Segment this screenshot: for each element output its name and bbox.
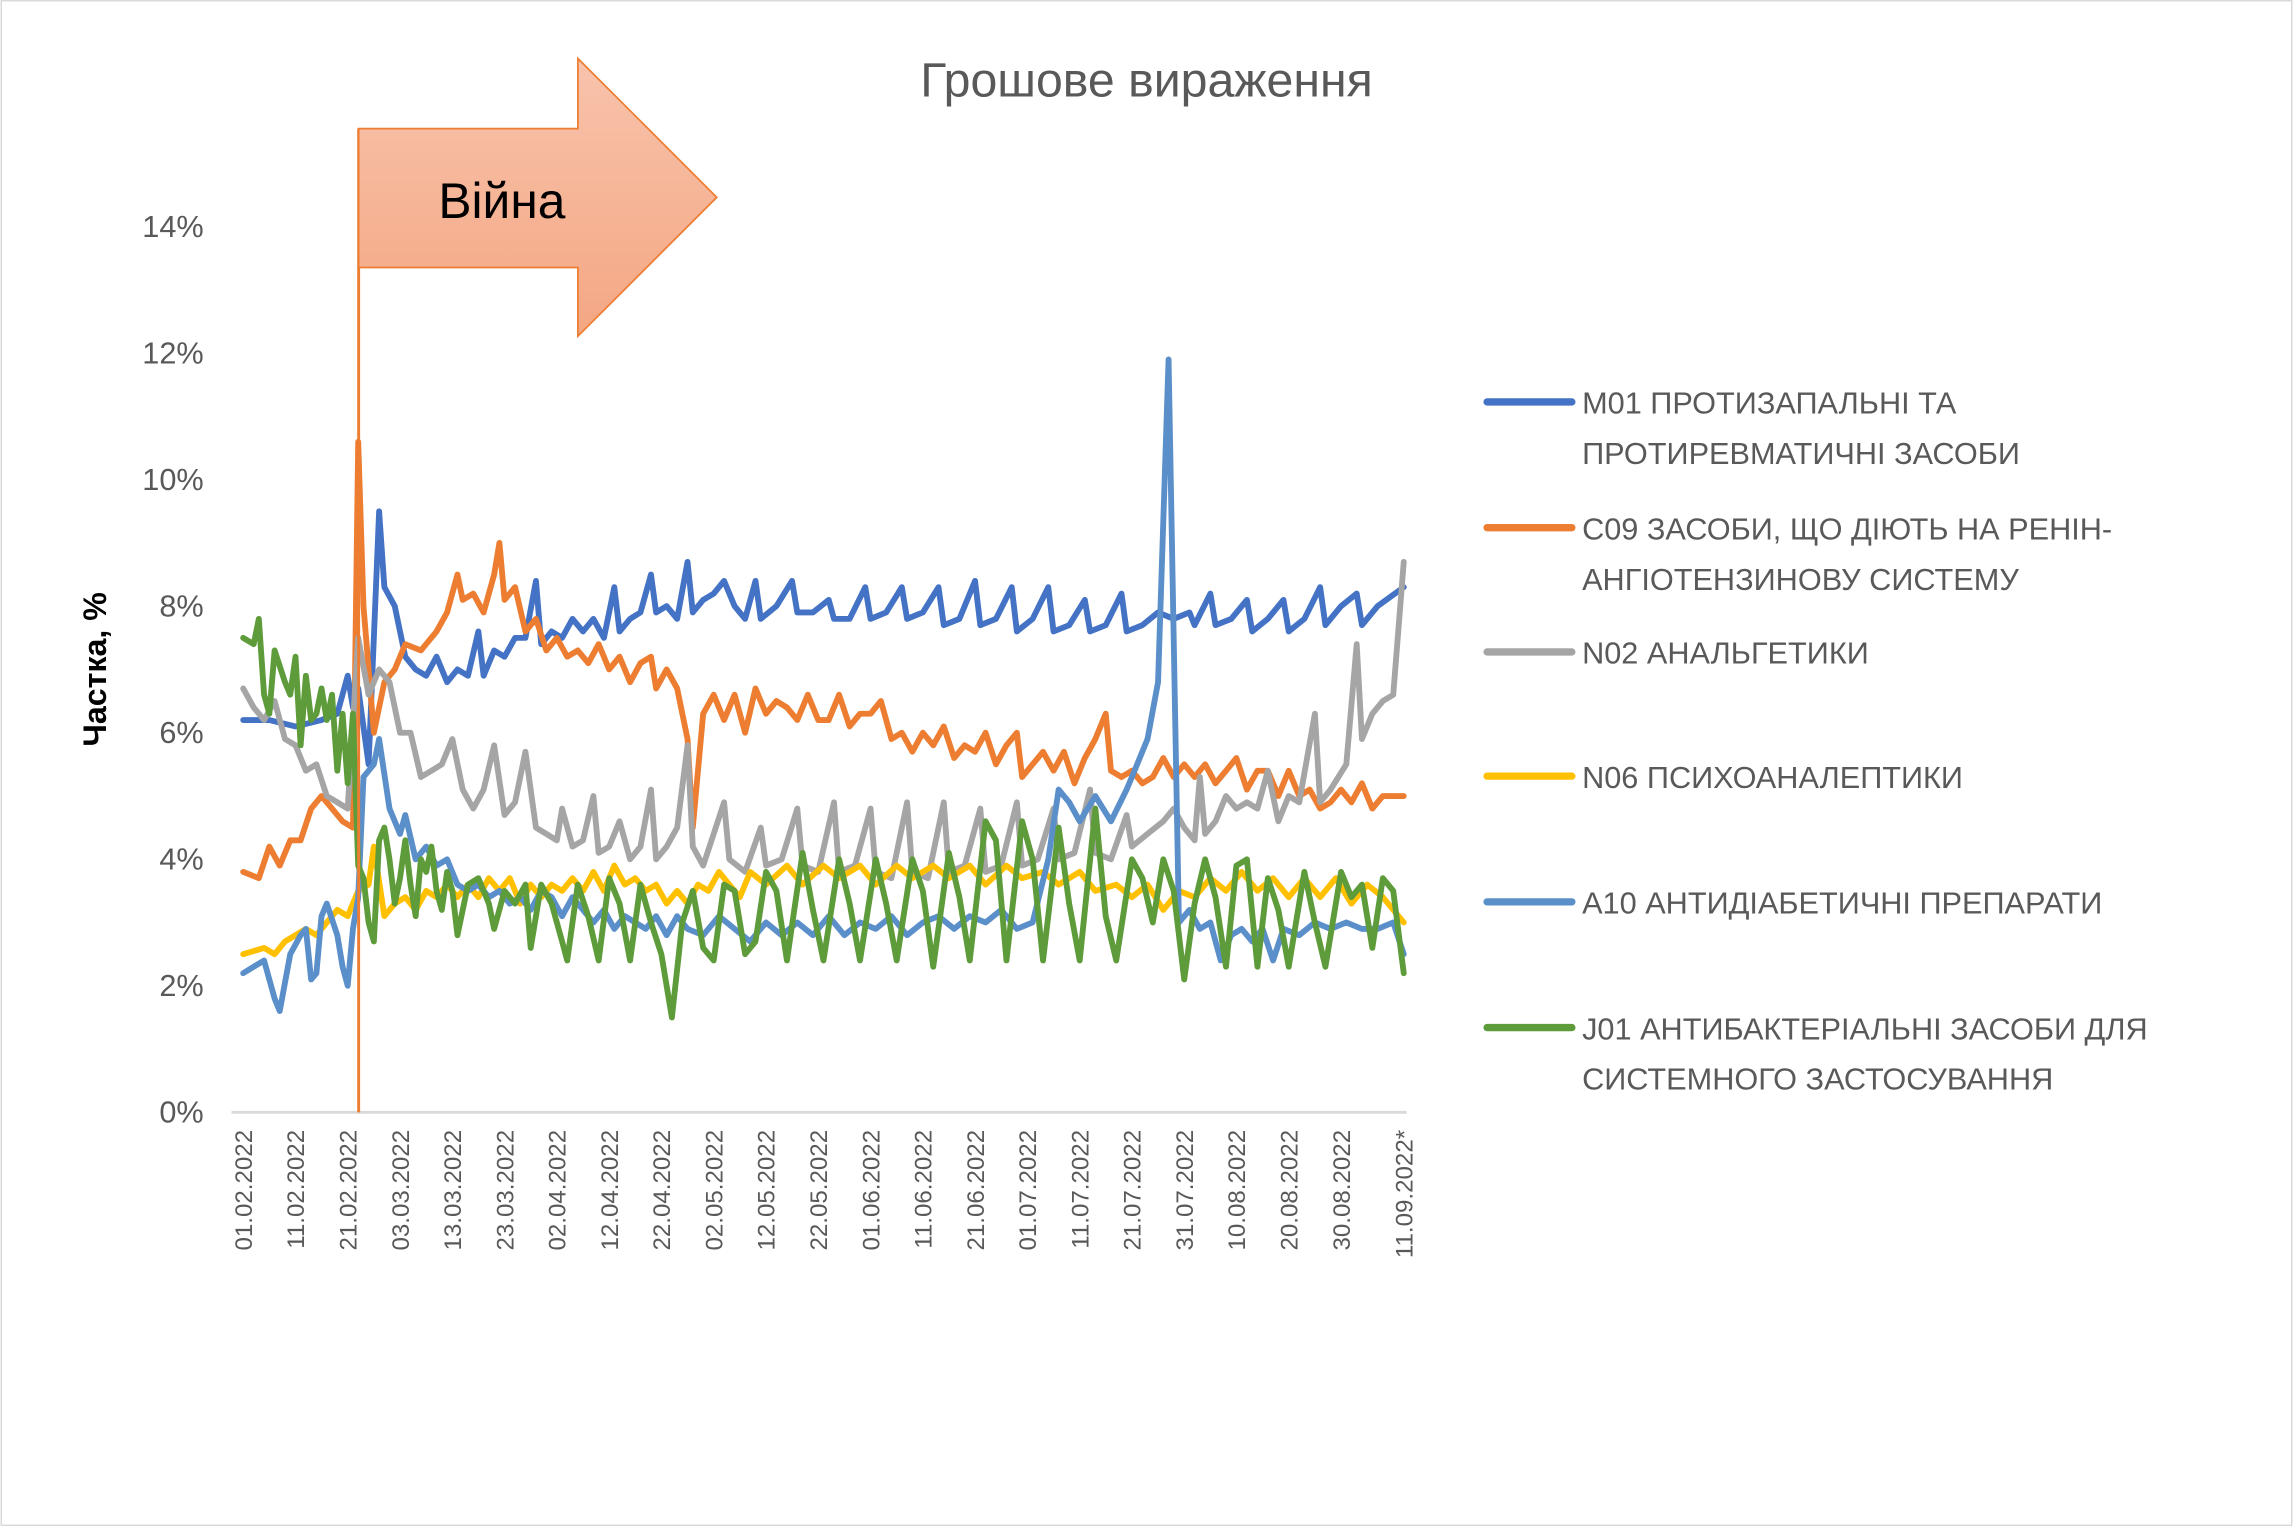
legend-label: ПРОТИРЕВМАТИЧНІ ЗАСОБИ	[1582, 436, 2020, 471]
x-tick-label: 02.04.2022	[545, 1130, 572, 1251]
y-tick-label: 10%	[142, 462, 203, 497]
x-tick-label: 13.03.2022	[440, 1130, 467, 1251]
legend-label: A10 АНТИДІАБЕТИЧНІ ПРЕПАРАТИ	[1582, 886, 2102, 921]
legend-label: C09 ЗАСОБИ, ЩО ДІЮТЬ НА РЕНІН-	[1582, 511, 2112, 546]
x-tick-label: 22.05.2022	[806, 1130, 833, 1251]
series-lines	[240, 356, 1407, 1021]
y-tick-label: 4%	[159, 841, 203, 876]
x-tick-label: 01.02.2022	[231, 1130, 258, 1251]
legend: M01 ПРОТИЗАПАЛЬНІ ТА ПРОТИРЕВМАТИЧНІ ЗАСО…	[1483, 386, 2148, 1097]
legend-label: N06 ПСИХОАНАЛЕПТИКИ	[1582, 760, 1963, 795]
chart-title: Грошове вираження	[920, 53, 1372, 107]
y-axis-title: Частка, %	[77, 592, 113, 746]
legend-item-m01: M01 ПРОТИЗАПАЛЬНІ ТА ПРОТИРЕВМАТИЧНІ ЗАСО…	[1483, 386, 2020, 471]
y-axis-ticks: 0% 2% 4% 6% 8% 10% 12% 14%	[142, 209, 203, 1130]
war-annotation: Війна	[357, 56, 719, 1113]
x-tick-label: 12.05.2022	[754, 1130, 781, 1251]
x-tick-label: 01.07.2022	[1015, 1130, 1042, 1251]
x-tick-label: 12.04.2022	[597, 1130, 624, 1251]
legend-item-a10: A10 АНТИДІАБЕТИЧНІ ПРЕПАРАТИ	[1483, 886, 2102, 921]
x-axis-ticks: 01.02.2022 11.02.2022 21.02.2022 03.03.2022…	[231, 1130, 1419, 1258]
x-tick-label: 22.04.2022	[649, 1130, 676, 1251]
x-tick-label: 20.08.2022	[1277, 1130, 1304, 1251]
series-line-n02	[240, 558, 1407, 882]
x-tick-label: 03.03.2022	[388, 1130, 415, 1251]
y-tick-label: 0%	[159, 1095, 203, 1130]
series-line-c09	[240, 438, 1407, 882]
x-tick-label: 21.07.2022	[1120, 1130, 1147, 1251]
x-tick-label: 01.06.2022	[858, 1130, 885, 1251]
war-arrow-label: Війна	[438, 173, 565, 229]
x-tick-label: 11.07.2022	[1067, 1130, 1094, 1249]
x-tick-label: 31.07.2022	[1172, 1130, 1199, 1251]
legend-label: АНГІОТЕНЗИНОВУ СИСТЕМУ	[1582, 562, 2019, 597]
y-tick-label: 6%	[159, 715, 203, 750]
x-tick-label: 02.05.2022	[701, 1130, 728, 1251]
x-tick-label: 21.06.2022	[963, 1130, 990, 1251]
y-tick-label: 8%	[159, 588, 203, 623]
legend-label: N02 АНАЛЬГЕТИКИ	[1582, 636, 1869, 671]
series-line-m01	[240, 508, 1407, 768]
x-tick-label: 10.08.2022	[1224, 1130, 1251, 1251]
war-arrow-shape	[357, 56, 719, 339]
y-tick-label: 14%	[142, 209, 203, 244]
legend-label: J01 АНТИБАКТЕРІАЛЬНІ ЗАСОБИ ДЛЯ	[1582, 1011, 2148, 1046]
x-tick-label: 23.03.2022	[492, 1130, 519, 1251]
x-tick-label: 11.02.2022	[283, 1130, 310, 1249]
series-line-j01	[240, 615, 1407, 1021]
x-tick-label: 21.02.2022	[336, 1130, 363, 1251]
legend-item-j01: J01 АНТИБАКТЕРІАЛЬНІ ЗАСОБИ ДЛЯ СИСТЕМНОГ…	[1483, 1011, 2148, 1097]
legend-item-c09: C09 ЗАСОБИ, ЩО ДІЮТЬ НА РЕНІН- АНГІОТЕНЗИ…	[1483, 511, 2112, 597]
y-tick-label: 12%	[142, 335, 203, 370]
legend-label: M01 ПРОТИЗАПАЛЬНІ ТА	[1582, 386, 1957, 421]
legend-item-n06: N06 ПСИХОАНАЛЕПТИКИ	[1483, 760, 1963, 795]
x-tick-label: 30.08.2022	[1329, 1130, 1356, 1251]
x-tick-label: 11.09.2022*	[1392, 1130, 1419, 1258]
x-tick-label: 11.06.2022	[911, 1130, 938, 1249]
y-tick-label: 2%	[159, 968, 203, 1003]
legend-item-n02: N02 АНАЛЬГЕТИКИ	[1483, 636, 1869, 671]
legend-label: СИСТЕМНОГО ЗАСТОСУВАННЯ	[1582, 1062, 2053, 1097]
